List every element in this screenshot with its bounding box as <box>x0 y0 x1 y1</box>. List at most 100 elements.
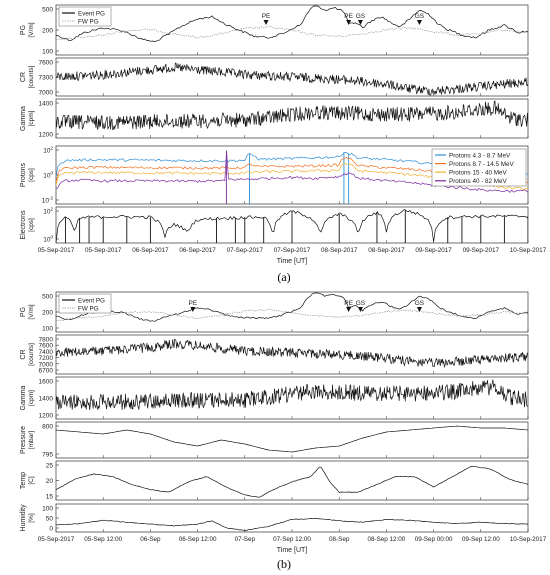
x-tick-label: 08-Sep <box>329 536 350 543</box>
legend-label: Protons 15 - 40 MeV <box>449 170 508 177</box>
y-axis-label-name: Humidity <box>20 504 27 532</box>
x-tick-label: 07-Sep 12:00 <box>273 536 311 543</box>
y-tick-label: 7200 <box>39 355 54 362</box>
y-axis-label-name: CR <box>20 72 27 82</box>
y-tick-label: 10-2 <box>42 196 54 205</box>
subplot-frame <box>55 460 529 501</box>
legend-label: Protons 4.3 - 8.7 MeV <box>449 152 511 159</box>
x-tick-label: 05-Sep-2017 <box>38 536 75 543</box>
y-axis-label: Pressure [mbar] <box>20 426 35 454</box>
annotation-arrow <box>346 20 352 25</box>
y-tick-label: 0 <box>49 526 53 533</box>
annotation-label: PE <box>344 300 353 307</box>
annotation-label: GS <box>415 300 425 307</box>
y-axis-label: PG [V/m] <box>20 304 35 319</box>
series-group <box>56 339 528 369</box>
y-tick-label: 1400 <box>39 396 54 403</box>
y-axis-label-unit: [mbar] <box>28 431 35 450</box>
x-tick-label: 09-Sep-2017 <box>415 247 452 254</box>
y-tick-label: 7400 <box>39 349 54 356</box>
y-axis-label-name: Temp <box>20 472 27 489</box>
subplot-humidity: 0 50 100 Humidity [%] <box>20 503 529 533</box>
series-line-1 <box>56 379 528 411</box>
y-tick-label: 800 <box>42 424 53 431</box>
series-line-2 <box>56 25 528 41</box>
series-group <box>56 5 528 42</box>
y-axis-label: Electrons [cps] <box>20 210 35 240</box>
subplot-electrons: 100 102 Electrons [cps] <box>20 207 529 244</box>
y-tick-label: 50 <box>46 516 54 523</box>
subplot-frame <box>55 421 529 459</box>
y-axis-label-name: PG <box>20 307 27 317</box>
y-axis-label-unit: [%] <box>28 513 35 523</box>
y-axis-label: Protons [cps] <box>20 162 35 187</box>
x-tick-label: 10-Sep-2017 <box>510 247 547 254</box>
y-tick-label: 1200 <box>39 132 54 139</box>
y-tick-label: 102 <box>43 207 53 216</box>
y-axis-label-unit: [cpm] <box>28 390 35 406</box>
series-line-1 <box>56 465 528 498</box>
subplot-frame <box>55 503 529 533</box>
y-axis-label-unit: [C] <box>28 476 35 485</box>
series-group <box>56 208 528 243</box>
panel-label: (b) <box>277 557 291 571</box>
annotation-label: PE <box>262 13 271 20</box>
series-line-1 <box>56 208 528 243</box>
subplot-gamma: 1200 1400 1600 Gamma [cpm] <box>20 376 529 420</box>
y-tick-label: 100 <box>43 171 53 180</box>
x-axis-label: Time [UT] <box>277 547 308 554</box>
y-tick-label: 500 <box>42 7 53 14</box>
y-axis-label-unit: [cpm] <box>28 110 35 126</box>
y-axis-label: CR [counts] <box>20 343 35 366</box>
y-axis-label-unit: [counts] <box>28 343 35 366</box>
legend-box <box>431 148 527 187</box>
x-tick-label: 09-Sep-2017 <box>463 247 500 254</box>
x-tick-label: 06-Sep <box>140 536 161 543</box>
series-group <box>56 379 528 411</box>
series-line-4 <box>56 151 528 193</box>
series-group <box>56 465 528 498</box>
subplot-pressure: 795 800 Pressure [mbar] <box>20 421 529 459</box>
series-line-1 <box>56 100 528 131</box>
series-line-1 <box>56 5 528 42</box>
x-tick-label: 08-Sep 12:00 <box>367 536 405 543</box>
y-tick-label: 500 <box>42 294 53 301</box>
series-group <box>56 518 528 532</box>
subplot-protons: 10-2 100 102 Protons [cps] Protons 4.3 - 8.7 … <box>20 146 529 205</box>
y-axis-label-unit: [cps] <box>28 168 35 182</box>
legend-label: Event PG <box>78 297 105 304</box>
y-tick-label: 7800 <box>39 337 54 344</box>
legend-label: Protons 40 - 82 MeV <box>449 178 508 185</box>
y-tick-label: 7600 <box>39 60 54 67</box>
x-tick-label: 06-Sep 12:00 <box>179 536 217 543</box>
series-group <box>56 292 528 322</box>
annotation-arrow <box>357 20 363 25</box>
annotation-arrow <box>357 307 363 312</box>
y-tick-label: 100 <box>42 326 53 333</box>
y-axis-label: Gamma [cpm] <box>20 385 35 410</box>
y-tick-label: 100 <box>42 49 53 56</box>
y-tick-label: 1600 <box>39 379 54 386</box>
y-axis-label-unit: [cps] <box>28 218 35 232</box>
subplot-frame <box>55 4 529 56</box>
annotation-arrow <box>190 307 196 312</box>
series-line-1 <box>56 292 528 322</box>
x-tick-label: 05-Sep-2017 <box>85 247 122 254</box>
y-tick-label: 7000 <box>39 90 54 97</box>
x-tick-label: 07-Sep-2017 <box>274 247 311 254</box>
subplot-cr: 7000 7300 7600 CR [counts] <box>20 57 529 97</box>
x-tick-label: 06-Sep-2017 <box>132 247 169 254</box>
x-tick-label: 05-Sep-2017 <box>38 247 75 254</box>
x-tick-label: 09-Sep 00:00 <box>415 536 453 543</box>
x-tick-label: 05-Sep 12:00 <box>84 536 122 543</box>
y-tick-label: 20 <box>46 478 54 485</box>
series-line-2 <box>56 308 528 322</box>
legend-label: FW PG <box>78 305 99 312</box>
y-tick-label: 25 <box>46 463 54 470</box>
annotation-arrow <box>263 20 269 25</box>
